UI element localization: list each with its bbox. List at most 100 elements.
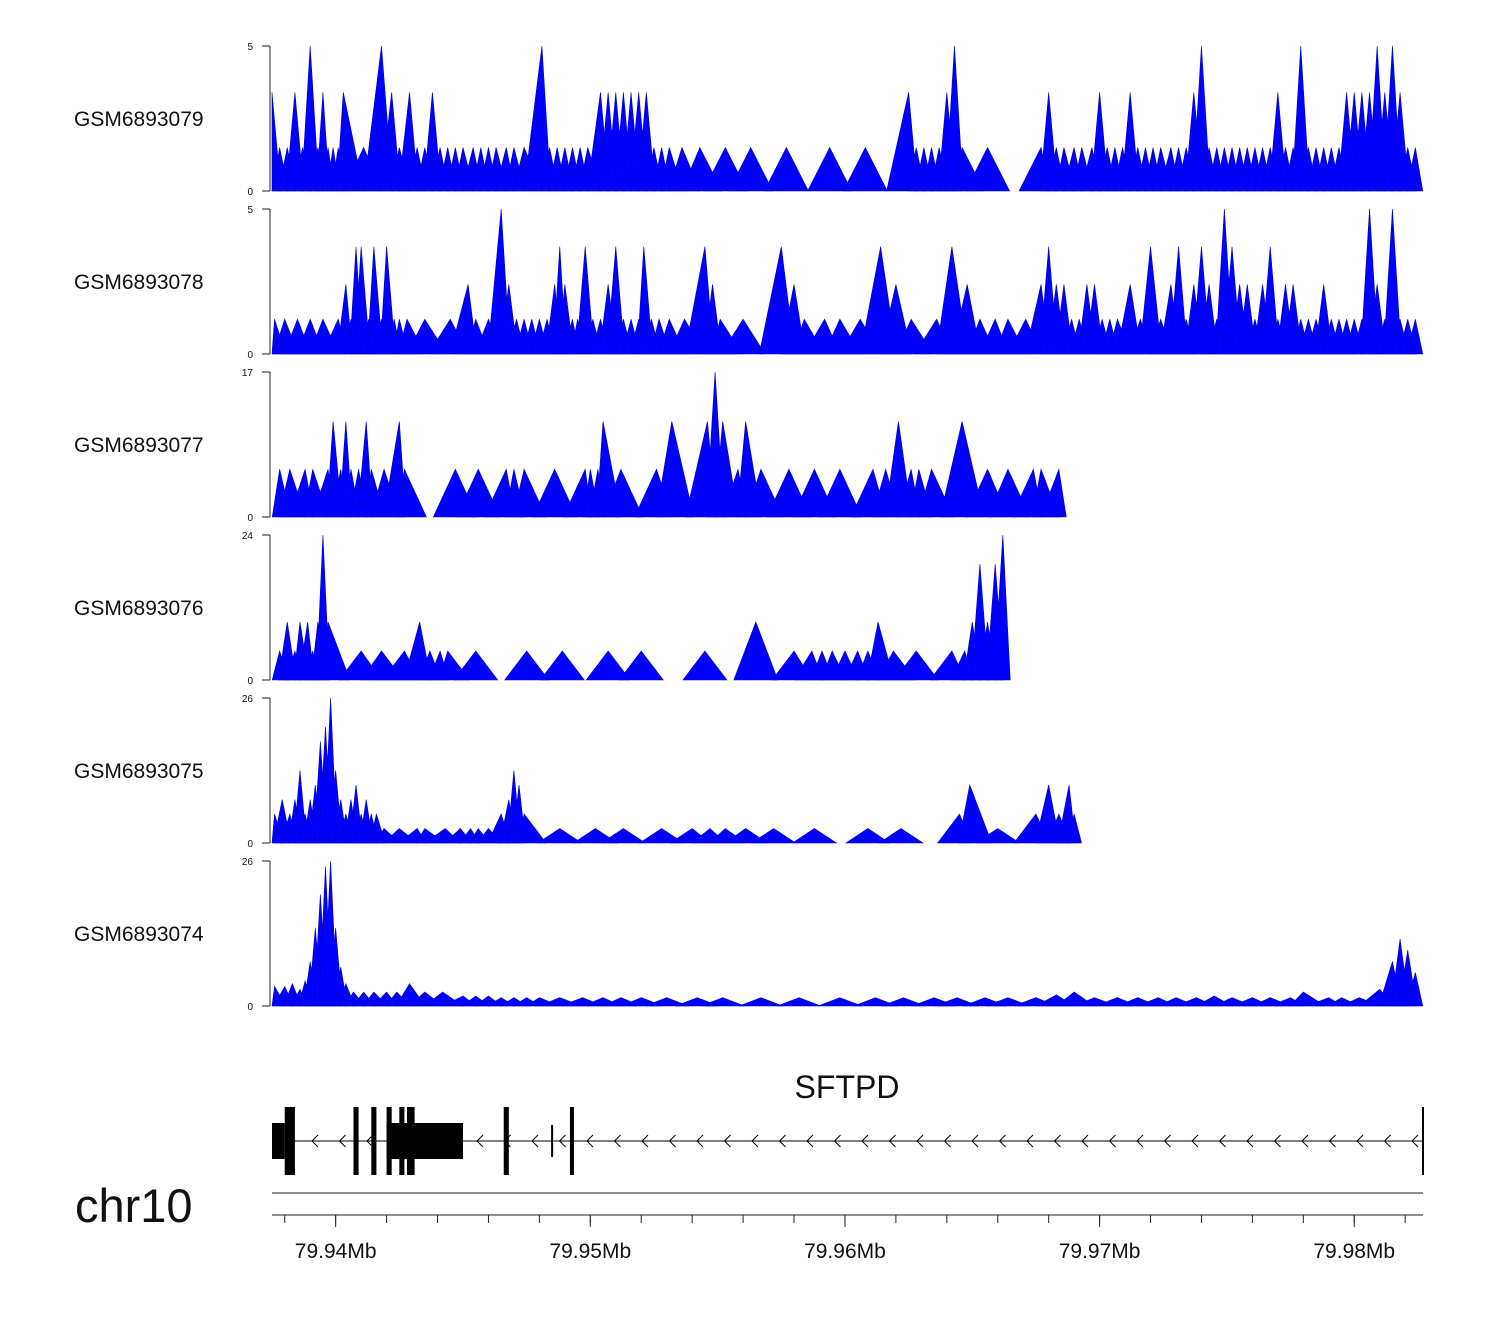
y-max-label: 5	[247, 42, 253, 53]
signal-peak	[504, 650, 550, 681]
strand-arrow	[558, 1134, 566, 1148]
y-max-label: 5	[247, 205, 253, 216]
signal-peak	[453, 650, 499, 681]
signal-peak	[877, 828, 924, 844]
signal-peak	[684, 246, 715, 355]
strand-arrow	[971, 1134, 979, 1148]
strand-arrow	[751, 1134, 759, 1148]
gene-structure	[272, 1107, 1424, 1175]
signal-peak	[1406, 319, 1424, 355]
signal-peak	[536, 828, 583, 844]
track-label: GSM6893075	[74, 760, 204, 783]
signal-peak	[523, 45, 552, 192]
signal-peak	[449, 284, 478, 355]
signal-peak	[321, 621, 351, 681]
signal-peak	[939, 421, 985, 518]
strand-arrow	[723, 1134, 731, 1148]
strand-arrow	[586, 1134, 594, 1148]
strand-arrow	[1053, 1134, 1061, 1148]
axis-tick-label: 79.96Mb	[804, 1240, 886, 1263]
strand-arrow	[1328, 1134, 1336, 1148]
y-max-label: 17	[242, 368, 254, 379]
strand-arrow	[311, 1134, 319, 1148]
signal-peak	[791, 828, 838, 844]
track-label: GSM6893078	[74, 271, 204, 294]
signal-peak	[881, 997, 926, 1007]
gene-name-label: SFTPD	[795, 1069, 900, 1105]
signal-peak	[682, 650, 728, 681]
strand-arrow	[1356, 1134, 1364, 1148]
strand-arrow	[476, 1134, 484, 1148]
strand-arrow	[1246, 1134, 1254, 1148]
strand-arrow	[861, 1134, 869, 1148]
strand-arrow	[943, 1134, 951, 1148]
signal-peak	[644, 997, 689, 1007]
axis-tick-label: 79.97Mb	[1059, 1240, 1141, 1263]
track-label: GSM6893077	[74, 434, 204, 457]
strand-arrow	[366, 1134, 374, 1148]
signal-peak	[532, 468, 578, 518]
track-GSM6893078: GSM6893078 5 0	[74, 205, 1424, 361]
gene-exon	[371, 1107, 377, 1175]
signal-peak	[517, 813, 547, 844]
strand-arrow	[1273, 1134, 1281, 1148]
chromosome-label: chr10	[75, 1179, 193, 1232]
axis-tick-label: 79.95Mb	[549, 1240, 631, 1263]
axis-tick-label: 79.98Mb	[1313, 1240, 1395, 1263]
signal-peak	[600, 828, 647, 844]
y-max-label: 26	[242, 857, 254, 868]
signal-peak	[1406, 147, 1424, 192]
strand-arrow	[916, 1134, 924, 1148]
signal-peak	[720, 318, 766, 355]
signal-peak	[817, 468, 863, 518]
gene-exon	[284, 1107, 295, 1175]
signal-peak	[512, 468, 547, 518]
gene-exon	[272, 1123, 285, 1159]
signal-peak	[618, 650, 664, 681]
gene-exon	[503, 1107, 509, 1175]
strand-arrow	[1026, 1134, 1034, 1148]
signal-peak	[700, 997, 745, 1007]
signal-peak	[965, 146, 1011, 192]
signal-peak	[958, 783, 993, 844]
gene-exon	[353, 1107, 359, 1175]
strand-arrow	[338, 1134, 346, 1148]
strand-arrow	[531, 1134, 539, 1148]
signal-peak	[817, 997, 862, 1007]
signal-peak	[585, 650, 631, 681]
track-GSM6893075: GSM6893075 26 0	[74, 694, 1082, 850]
signal-peak	[777, 997, 822, 1007]
signal-peak	[1406, 972, 1424, 1007]
signal-peak	[1067, 813, 1082, 844]
y-min-label: 0	[247, 513, 253, 524]
signal-peak	[974, 828, 1021, 844]
signal-peak	[842, 146, 888, 192]
y-max-label: 26	[242, 694, 254, 705]
signal-peak	[602, 468, 644, 518]
track-label: GSM6893074	[74, 923, 204, 946]
signal-peak	[993, 534, 1011, 681]
strand-arrow	[1191, 1134, 1199, 1148]
signal-peak	[539, 650, 585, 681]
strand-arrow	[1136, 1134, 1144, 1148]
signal-peak	[733, 621, 779, 681]
strand-arrow	[1383, 1134, 1391, 1148]
strand-arrow	[613, 1134, 621, 1148]
signal-peak	[886, 92, 918, 192]
strand-arrow	[1411, 1134, 1419, 1148]
strand-arrow	[1218, 1134, 1226, 1148]
signal-peak	[763, 146, 809, 192]
track-label: GSM6893076	[74, 597, 204, 620]
gene-exon	[569, 1107, 574, 1175]
strand-arrow	[1163, 1134, 1171, 1148]
strand-arrow	[696, 1134, 704, 1148]
signal-peak	[807, 146, 853, 192]
strand-arrow	[668, 1134, 676, 1148]
signal-peak	[1040, 468, 1067, 518]
signal-peak	[655, 421, 695, 518]
strand-arrow	[778, 1134, 786, 1148]
y-min-label: 0	[247, 676, 253, 687]
strand-arrow	[888, 1134, 896, 1148]
signal-peak	[397, 468, 427, 518]
